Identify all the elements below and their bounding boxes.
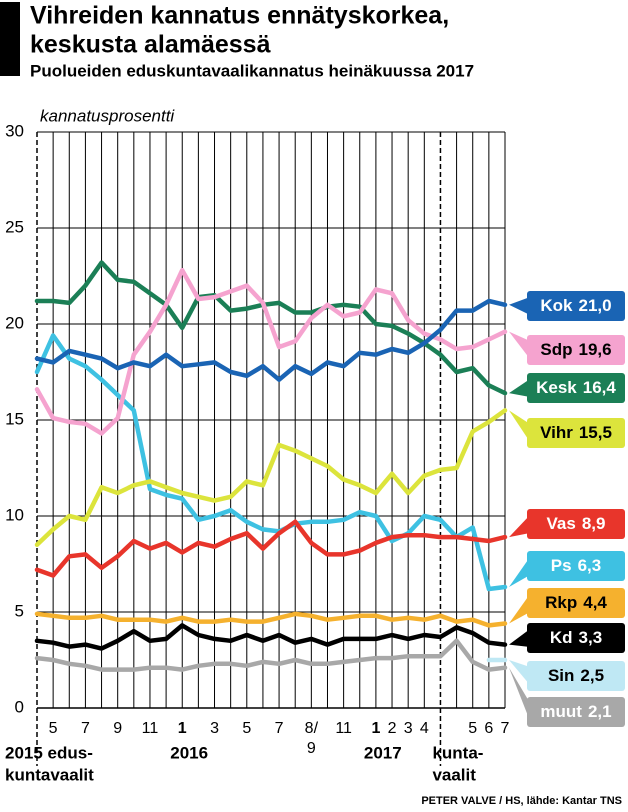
y-tick-label: 10 xyxy=(5,505,24,524)
y-tick-label: 5 xyxy=(15,601,24,620)
x-tick-label: 1 xyxy=(371,720,380,737)
legend-name: Vihr xyxy=(540,423,573,442)
label-box xyxy=(527,335,625,365)
series-line xyxy=(34,611,508,628)
y-tick-label: 15 xyxy=(5,409,24,428)
label-pointer xyxy=(509,667,530,721)
legend-name: Kok xyxy=(540,296,573,315)
y-tick-label: 30 xyxy=(5,121,24,140)
series-line xyxy=(34,260,508,396)
series-line xyxy=(34,408,508,548)
period-label: vaalit xyxy=(432,765,476,784)
series-line xyxy=(34,267,508,436)
x-tick-label: 7 xyxy=(275,720,284,737)
end-value-label: 15,5 xyxy=(579,423,612,442)
series-line xyxy=(34,519,508,578)
label-pointer xyxy=(509,660,530,685)
x-tick-label: 9 xyxy=(113,720,122,737)
x-tick-label: 11 xyxy=(335,720,352,737)
series-label: Rkp 4,4 xyxy=(545,593,607,612)
legend-name: Vas xyxy=(547,514,576,533)
end-value-label: 2,5 xyxy=(580,666,604,685)
y-tick-label: 0 xyxy=(15,697,24,716)
legend-name: Sdp xyxy=(540,340,572,359)
period-label: kuntavaalit xyxy=(5,765,94,784)
label-box xyxy=(527,418,625,448)
label-box xyxy=(527,697,625,727)
series-line xyxy=(34,623,508,651)
legend-name: Kd xyxy=(550,628,573,647)
y-tick-label: 20 xyxy=(5,313,24,332)
period-label: 2015 edus- xyxy=(5,743,93,762)
series-label: Ps 6,3 xyxy=(551,556,601,575)
title-bar xyxy=(0,2,20,76)
label-pointer xyxy=(509,515,530,538)
series-label: Kd 3,3 xyxy=(550,628,602,647)
series-label: Vihr 15,5 xyxy=(540,423,612,442)
end-value-label: 21,0 xyxy=(579,296,612,315)
legend-name: Sin xyxy=(548,666,574,685)
chart-title: Vihreiden kannatus ennätyskorkea, xyxy=(30,2,449,30)
x-tick-label: 5 xyxy=(49,720,58,737)
series-label: Kesk 16,4 xyxy=(536,378,616,397)
series-label: Sdp 19,6 xyxy=(540,340,611,359)
end-value-label: 6,3 xyxy=(578,556,602,575)
period-label: 2017 xyxy=(364,743,402,762)
end-value-label: 4,4 xyxy=(583,593,607,612)
label-box xyxy=(527,623,625,653)
x-tick-label: 11 xyxy=(142,720,159,737)
x-tick-label: 6 xyxy=(484,720,493,737)
label-pointer xyxy=(509,410,530,442)
label-pointer xyxy=(509,379,530,397)
period-label: 2016 xyxy=(170,743,208,762)
chart-title: keskusta alamäessä xyxy=(30,31,271,59)
end-value-label: 3,3 xyxy=(579,628,603,647)
label-pointer xyxy=(509,297,530,315)
end-value-label: 19,6 xyxy=(579,340,612,359)
label-pointer xyxy=(509,629,530,647)
series-label: Kok 21,0 xyxy=(540,296,611,315)
x-tick-label: 3 xyxy=(210,720,219,737)
series-line xyxy=(34,298,508,382)
x-tick-label: 8/9 xyxy=(305,720,319,757)
legend-name: Rkp xyxy=(545,593,577,612)
y-axis-label: kannatusprosentti xyxy=(40,106,175,125)
x-tick-label: 5 xyxy=(242,720,251,737)
x-tick-label-part: 8/ xyxy=(305,720,319,737)
legend-name: Kesk xyxy=(536,378,577,397)
label-box xyxy=(527,661,625,691)
end-value-label: 16,4 xyxy=(583,378,617,397)
label-pointer xyxy=(509,331,530,359)
label-box xyxy=(527,509,625,539)
label-box xyxy=(527,588,625,618)
label-box xyxy=(527,291,625,321)
x-tick-label: 1 xyxy=(178,720,187,737)
x-tick-label: 4 xyxy=(420,720,429,737)
x-tick-label: 3 xyxy=(404,720,413,737)
label-pointer xyxy=(509,594,530,624)
label-pointer xyxy=(509,557,530,588)
legend-name: Ps xyxy=(551,556,572,575)
end-value-label: 2,1 xyxy=(588,702,612,721)
series-line xyxy=(34,333,508,592)
period-label: kunta- xyxy=(432,743,483,762)
x-tick-label-part: 9 xyxy=(307,740,316,757)
x-tick-label: 7 xyxy=(81,720,90,737)
series-line xyxy=(34,638,508,672)
label-box xyxy=(527,373,625,403)
x-tick-label: 7 xyxy=(501,720,510,737)
source: PETER VALVE / HS, lähde: Kantar TNS xyxy=(421,795,622,807)
series-label: Sin 2,5 xyxy=(548,666,604,685)
series-label: Vas 8,9 xyxy=(547,514,606,533)
legend-name: muut xyxy=(540,702,582,721)
chart-subtitle: Puolueiden eduskuntavaalikannatus heinäk… xyxy=(30,61,474,80)
series-label: muut 2,1 xyxy=(540,702,611,721)
x-tick-label: 5 xyxy=(468,720,477,737)
end-value-label: 8,9 xyxy=(582,514,606,533)
label-box xyxy=(527,551,625,581)
y-tick-label: 25 xyxy=(5,217,24,236)
x-tick-label: 2 xyxy=(388,720,397,737)
